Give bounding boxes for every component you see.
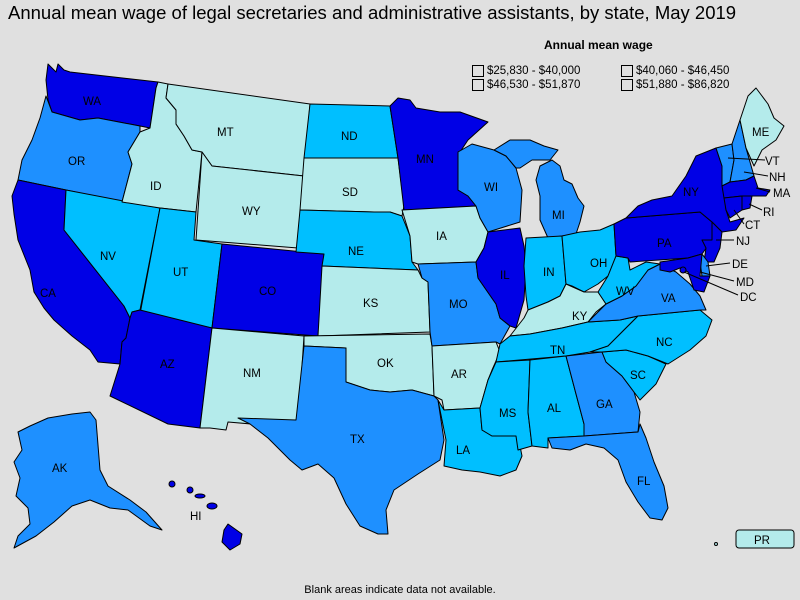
legend-title: Annual mean wage bbox=[544, 38, 653, 52]
label-ca: CA bbox=[40, 288, 56, 300]
legend-swatch-2 bbox=[621, 65, 633, 77]
label-sd: SD bbox=[342, 187, 358, 199]
label-ar: AR bbox=[451, 369, 467, 381]
label-ms: MS bbox=[499, 408, 517, 420]
state-wv[interactable] bbox=[597, 255, 661, 305]
state-md[interactable] bbox=[659, 253, 711, 293]
label-ia: IA bbox=[436, 231, 447, 243]
label-mt: MT bbox=[217, 127, 234, 139]
label-wi: WI bbox=[484, 182, 498, 194]
label-hi: HI bbox=[190, 511, 202, 523]
legend-item-2: $40,060 - $46,450 bbox=[621, 64, 729, 78]
label-md: MD bbox=[736, 277, 754, 289]
legend-label-1: $25,830 - $40,000 bbox=[487, 65, 581, 77]
state-il[interactable] bbox=[475, 227, 527, 329]
label-nm: NM bbox=[243, 368, 261, 380]
label-pr: PR bbox=[754, 535, 770, 547]
label-ny: NY bbox=[683, 187, 699, 199]
label-ma: MA bbox=[773, 188, 791, 200]
label-vt: VT bbox=[765, 156, 780, 168]
label-wv: WV bbox=[616, 286, 635, 298]
label-nh: NH bbox=[769, 172, 786, 184]
label-wy: WY bbox=[242, 206, 261, 218]
legend-swatch-1 bbox=[472, 65, 484, 77]
map-title: Annual mean wage of legal secretaries an… bbox=[8, 2, 737, 23]
label-ak: AK bbox=[52, 463, 68, 475]
label-ky: KY bbox=[572, 311, 588, 323]
label-or: OR bbox=[68, 156, 85, 168]
state-hi-kauai[interactable] bbox=[168, 480, 176, 488]
label-tn: TN bbox=[550, 345, 565, 357]
state-mi-upper[interactable] bbox=[493, 139, 559, 169]
leader-vt bbox=[727, 157, 766, 161]
label-ok: OK bbox=[377, 358, 394, 370]
label-nv: NV bbox=[100, 251, 116, 263]
label-fl: FL bbox=[637, 476, 651, 488]
label-nc: NC bbox=[656, 337, 673, 349]
leader-ct bbox=[733, 209, 745, 225]
leader-de bbox=[705, 262, 731, 267]
label-va: VA bbox=[661, 293, 676, 305]
state-ri[interactable] bbox=[741, 195, 753, 211]
legend-label-4: $51,880 - $86,820 bbox=[636, 79, 730, 91]
legend-swatch-3 bbox=[472, 79, 484, 91]
label-oh: OH bbox=[590, 258, 607, 270]
state-dc[interactable] bbox=[679, 266, 687, 274]
label-ct: CT bbox=[745, 220, 760, 232]
label-pa: PA bbox=[657, 238, 672, 250]
label-ri: RI bbox=[763, 207, 775, 219]
pr-island-icon bbox=[714, 542, 718, 546]
label-nj: NJ bbox=[736, 236, 750, 248]
label-sc: SC bbox=[630, 370, 646, 382]
label-wa: WA bbox=[83, 96, 101, 108]
legend-item-3: $46,530 - $51,870 bbox=[472, 78, 580, 92]
state-ak[interactable] bbox=[13, 411, 163, 549]
label-mn: MN bbox=[416, 154, 434, 166]
label-ut: UT bbox=[173, 267, 188, 279]
leader-ri bbox=[748, 203, 763, 211]
label-la: LA bbox=[456, 445, 470, 457]
legend-label-3: $46,530 - $51,870 bbox=[487, 79, 581, 91]
state-ct[interactable] bbox=[723, 195, 743, 219]
label-az: AZ bbox=[160, 359, 175, 371]
legend-swatch-4 bbox=[621, 79, 633, 91]
label-me: ME bbox=[752, 127, 770, 139]
label-co: CO bbox=[259, 286, 276, 298]
leader-nh bbox=[743, 171, 769, 177]
label-mo: MO bbox=[449, 299, 468, 311]
label-tx: TX bbox=[350, 434, 365, 446]
label-ks: KS bbox=[363, 298, 379, 310]
label-al: AL bbox=[547, 403, 562, 415]
state-pa[interactable] bbox=[613, 211, 713, 263]
leader-ma bbox=[755, 187, 771, 193]
legend-label-2: $40,060 - $46,450 bbox=[636, 65, 730, 77]
footnote: Blank areas indicate data not available. bbox=[304, 584, 496, 596]
label-mi: MI bbox=[552, 210, 565, 222]
state-mi[interactable] bbox=[535, 159, 585, 239]
legend-item-1: $25,830 - $40,000 bbox=[472, 64, 580, 78]
label-dc: DC bbox=[740, 292, 757, 304]
label-il: IL bbox=[500, 270, 510, 282]
state-pr[interactable] bbox=[735, 529, 795, 549]
leader-md bbox=[699, 271, 735, 282]
state-fl[interactable] bbox=[547, 423, 669, 521]
state-hi-maui[interactable] bbox=[206, 502, 218, 510]
label-ga: GA bbox=[596, 399, 613, 411]
state-hi-molokai[interactable] bbox=[194, 493, 206, 499]
label-ne: NE bbox=[348, 246, 364, 258]
label-in: IN bbox=[543, 267, 555, 279]
state-tx[interactable] bbox=[237, 345, 445, 535]
state-hi[interactable] bbox=[221, 523, 243, 551]
leader-dc bbox=[683, 271, 739, 296]
state-wy[interactable] bbox=[195, 151, 305, 249]
label-nd: ND bbox=[341, 131, 358, 143]
state-hi-oahu[interactable] bbox=[186, 486, 194, 494]
label-id: ID bbox=[150, 181, 162, 193]
legend-item-4: $51,880 - $86,820 bbox=[621, 78, 729, 92]
label-de: DE bbox=[732, 259, 748, 271]
state-me[interactable] bbox=[739, 87, 785, 167]
